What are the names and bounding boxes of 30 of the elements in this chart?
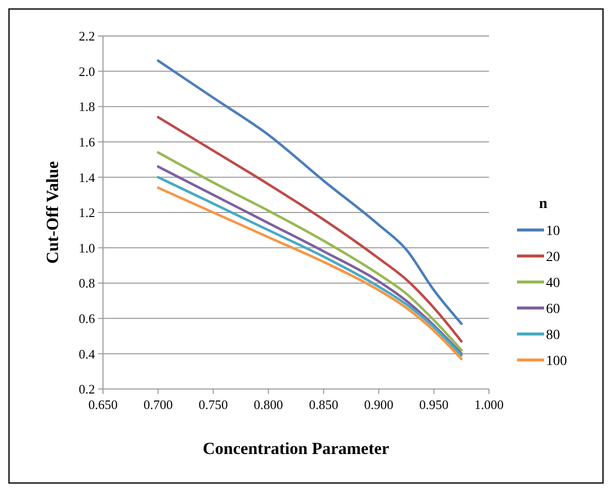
line-series (156, 59, 463, 325)
x-tick-label: 0.900 (364, 397, 394, 412)
x-tick-label: 0.800 (254, 397, 284, 412)
x-tick-label: 0.700 (144, 397, 173, 412)
y-tick-label: 1.6 (78, 134, 96, 150)
y-tick-label: 0.4 (78, 346, 96, 362)
legend-label: 80 (546, 328, 560, 343)
y-tick-label: 1.0 (78, 240, 95, 256)
line-series (156, 116, 463, 343)
x-tick-label: 0.750 (198, 397, 228, 412)
x-tick-label: 0.650 (88, 397, 118, 412)
legend-label: 100 (546, 354, 567, 369)
y-tick-label: 1.2 (78, 205, 95, 220)
legend-label: 10 (546, 224, 560, 239)
x-tick-label: 0.950 (419, 397, 448, 412)
x-tick-label: 0.850 (308, 397, 338, 412)
legend-label: 40 (546, 276, 560, 291)
y-tick-label: 2.2 (78, 28, 95, 44)
x-axis-title: Concentration Parameter (202, 439, 390, 458)
y-tick-label: 0.2 (78, 382, 95, 397)
y-tick-label: 2.0 (78, 64, 95, 79)
y-axis-title: Cut-Off Value (43, 160, 62, 264)
y-tick-label: 1.8 (78, 99, 95, 114)
legend-label: 60 (546, 302, 560, 317)
x-tick-label: 1.000 (474, 397, 504, 412)
y-tick-label: 0.6 (78, 310, 96, 326)
legend-label: 20 (546, 250, 560, 265)
y-tick-label: 0.8 (78, 276, 95, 291)
legend-title: n (539, 196, 548, 212)
y-tick-label: 1.4 (78, 170, 96, 185)
